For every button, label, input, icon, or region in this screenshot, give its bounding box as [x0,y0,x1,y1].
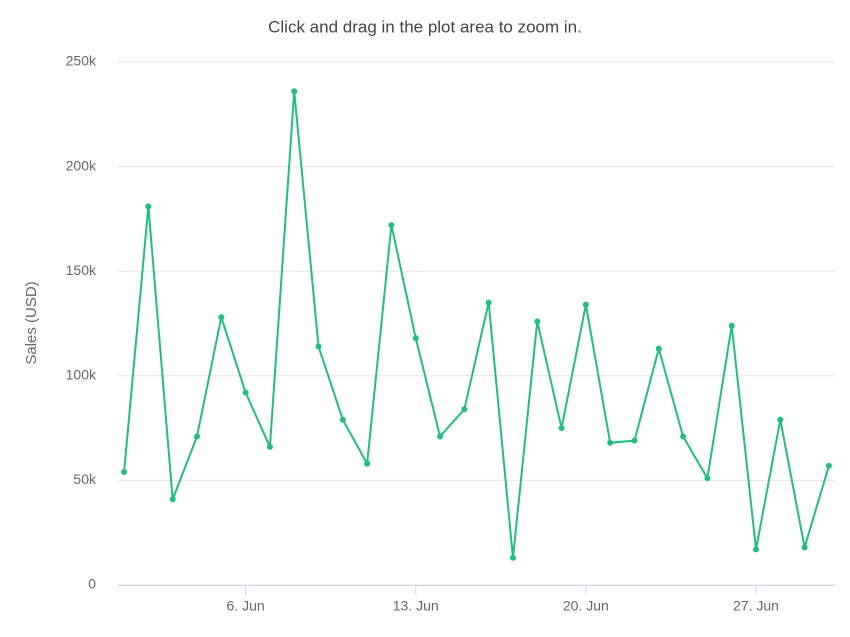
data-point [266,443,273,450]
data-point [388,222,395,229]
x-tick-label: 6. Jun [227,598,265,614]
y-tick-label: 50k [73,471,97,487]
data-point [437,433,444,440]
data-point [655,345,662,352]
data-point [412,335,419,342]
y-tick-label: 100k [66,367,97,383]
data-point [315,343,322,350]
x-tick-label: 13. Jun [393,598,439,614]
y-tick-label: 200k [66,157,97,173]
data-point [461,406,468,413]
data-point [582,301,589,308]
data-point [364,460,371,467]
y-tick-label: 0 [88,576,96,592]
data-point [680,433,687,440]
x-tick-label: 27. Jun [733,598,779,614]
data-point [607,439,614,446]
data-point [121,469,128,476]
data-point [777,416,784,423]
data-point [728,322,735,329]
series-line [123,91,830,558]
x-tick-label: 20. Jun [563,598,609,614]
data-point [534,318,541,325]
data-point [242,389,249,396]
data-point [145,203,152,210]
y-tick-label: 150k [66,262,97,278]
data-point [291,88,298,95]
chart-title: Click and drag in the plot area to zoom … [268,17,582,36]
data-point [218,314,225,321]
data-point [753,546,760,553]
data-point [485,299,492,306]
data-point [509,554,516,561]
data-point [801,544,808,551]
data-point [631,437,638,444]
data-point [169,496,176,503]
y-tick-label: 250k [66,53,97,69]
data-point [825,462,832,469]
y-axis-label: Sales (USD) [23,281,40,364]
data-point [558,425,565,432]
data-point [193,433,200,440]
data-point [339,416,346,423]
data-point [704,475,711,482]
